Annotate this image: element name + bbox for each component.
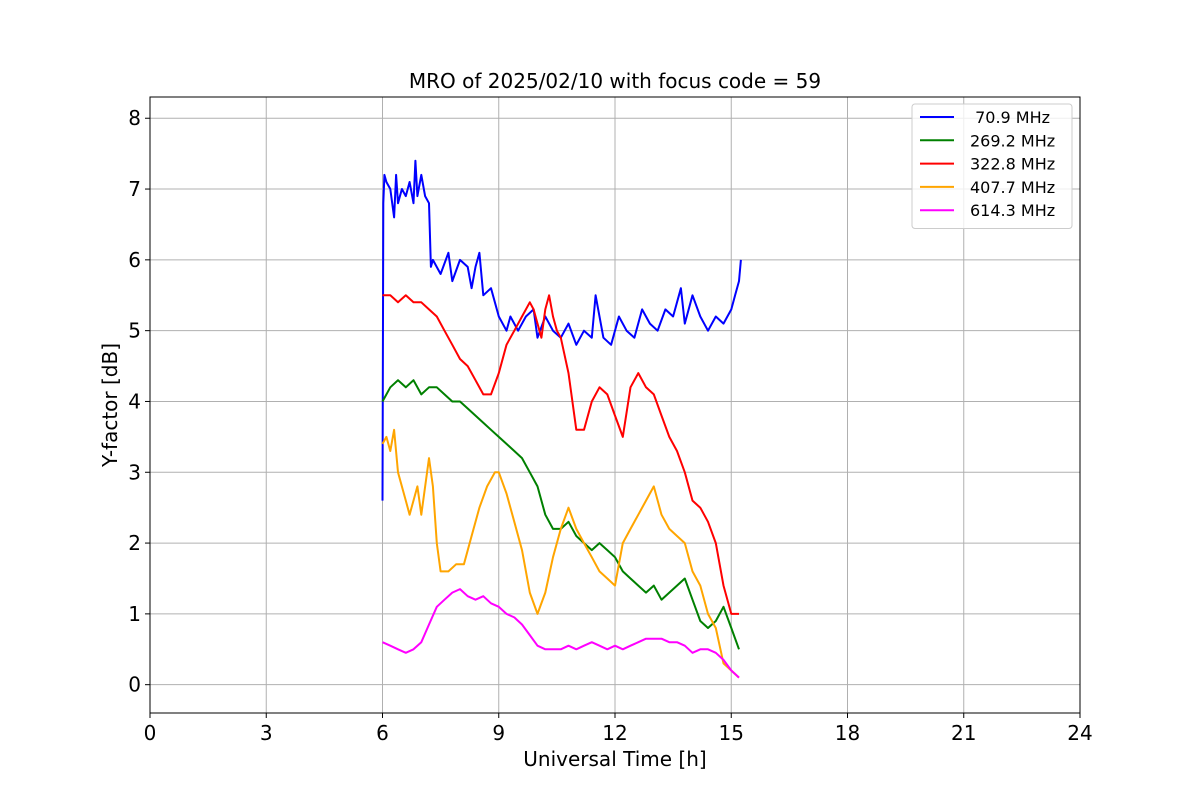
x-tick-label: 24 [1067, 721, 1092, 745]
legend-box [911, 103, 1073, 229]
series-line-2 [382, 294, 739, 615]
x-axis: 0 3 6 9 12 15 18 21 24 [144, 713, 1093, 745]
y-axis-label: Y-factor [dB] [98, 343, 122, 468]
legend: 70.9 MHz 269.2 MHz 322.8 MHz 407.7 MHz 614.3… [911, 103, 1073, 229]
y-tick-label: 0 [128, 673, 141, 697]
x-tick-label: 3 [260, 721, 273, 745]
legend-label: 322.8 MHz [970, 155, 1055, 174]
series-line-4 [382, 588, 740, 679]
x-tick-label: 12 [602, 721, 627, 745]
x-tick-label: 6 [376, 721, 389, 745]
x-axis-label: Universal Time [h] [523, 747, 706, 771]
y-axis: 0 1 2 3 4 5 6 7 8 [128, 106, 150, 697]
legend-label: 70.9 MHz [970, 108, 1050, 127]
legend-label: 614.3 MHz [970, 201, 1055, 220]
series-line-3 [381, 428, 740, 679]
x-tick-label: 15 [719, 721, 744, 745]
grid [149, 97, 1081, 713]
series-line-0 [381, 159, 742, 501]
x-tick-label: 18 [835, 721, 860, 745]
x-tick-label: 0 [144, 721, 157, 745]
y-tick-label: 2 [128, 531, 141, 555]
y-tick-label: 3 [128, 460, 141, 484]
legend-label: 407.7 MHz [970, 178, 1055, 197]
y-tick-label: 8 [128, 106, 141, 130]
x-tick-label: 9 [492, 721, 505, 745]
series-layer [381, 159, 742, 679]
y-tick-label: 5 [128, 319, 141, 343]
y-tick-label: 4 [128, 389, 141, 413]
legend-label: 269.2 MHz [970, 131, 1055, 150]
y-tick-label: 6 [128, 248, 141, 272]
y-tick-label: 1 [128, 602, 141, 626]
y-tick-label: 7 [128, 177, 141, 201]
x-tick-label: 21 [951, 721, 976, 745]
chart-title: MRO of 2025/02/10 with focus code = 59 [409, 69, 821, 93]
